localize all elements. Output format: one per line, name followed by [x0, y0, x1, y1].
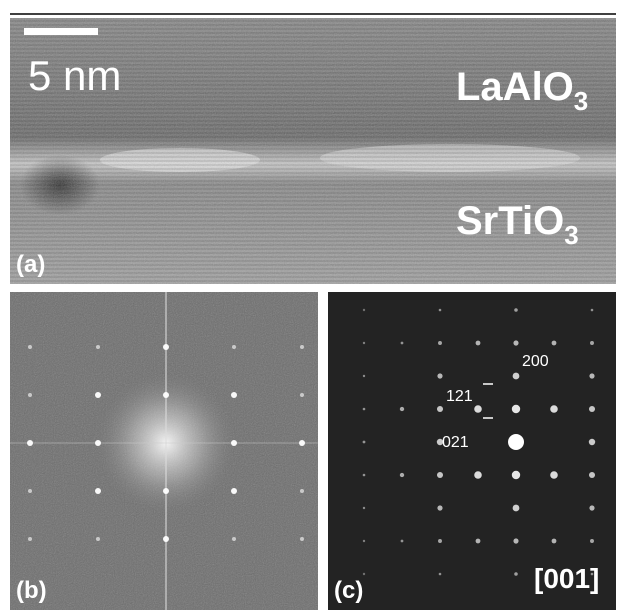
- fft-spot: [231, 440, 237, 446]
- subscript: 3: [564, 220, 578, 250]
- panel-b: (b): [10, 292, 318, 610]
- diffraction-spot: [363, 441, 366, 444]
- panel-a: 5 nm LaAlO3 SrTiO3 (a): [10, 18, 616, 284]
- spot-label: 200: [522, 353, 549, 370]
- fft-spot: [96, 345, 100, 349]
- fft-spot: [95, 440, 101, 446]
- diffraction-spot: [363, 540, 365, 542]
- diffraction-spot: [512, 405, 520, 413]
- diffraction-spot: [591, 309, 594, 312]
- spot-label: 021: [442, 434, 469, 451]
- diffraction-spot: [550, 405, 558, 413]
- diffraction-spot: [476, 341, 481, 346]
- zone-axis: [001]: [534, 563, 599, 594]
- diffraction-spot: [474, 405, 482, 413]
- diffraction-spot: [439, 573, 442, 576]
- diffraction-spot: [589, 406, 595, 412]
- diffraction-spot: [438, 539, 442, 543]
- diffraction-spot: [552, 341, 557, 346]
- fft-spot: [300, 537, 304, 541]
- diffraction-spot: [513, 505, 520, 512]
- fft-spot: [27, 440, 33, 446]
- diffraction-spot: [400, 473, 404, 477]
- diffraction-spot: [363, 507, 365, 509]
- diffraction-spot: [363, 342, 365, 344]
- fft-spot: [231, 488, 237, 494]
- diffraction-spot: [437, 505, 442, 510]
- diffraction-spot: [550, 471, 558, 479]
- diffraction-spot: [474, 471, 482, 479]
- diffraction-spot: [437, 373, 442, 378]
- diffraction-spot: [437, 472, 443, 478]
- scale-label: 5 nm: [28, 52, 121, 99]
- diffraction-spot: [363, 375, 365, 377]
- diffraction-spot: [508, 434, 524, 450]
- fft-spot: [28, 537, 32, 541]
- diffraction-spot: [438, 341, 442, 345]
- diffraction-spot: [552, 539, 557, 544]
- diffraction-spot: [401, 540, 404, 543]
- diffraction-spot: [589, 505, 594, 510]
- panel-label: (c): [334, 577, 363, 604]
- fft-spot: [95, 392, 101, 398]
- diffraction-spot: [363, 309, 365, 311]
- diffraction-spot: [363, 474, 366, 477]
- diffraction-spot: [437, 406, 443, 412]
- layer-label: SrTiO3: [456, 199, 579, 250]
- formula: LaAlO: [456, 65, 574, 109]
- fft-spot: [300, 393, 304, 397]
- diffraction-spot: [401, 342, 404, 345]
- fft-spot: [232, 345, 236, 349]
- diffraction-spot: [363, 573, 365, 575]
- scale-bar: [24, 28, 98, 35]
- fft-spot: [28, 489, 32, 493]
- fft-spot: [300, 489, 304, 493]
- fft-spot: [95, 488, 101, 494]
- panel-label: (a): [16, 251, 45, 278]
- diffraction-spot: [439, 309, 442, 312]
- diffraction-spot: [513, 373, 520, 380]
- diffraction-spot: [513, 538, 518, 543]
- diffraction-spot: [590, 539, 594, 543]
- diffraction-spot: [512, 471, 520, 479]
- diffraction-spot: [589, 439, 595, 445]
- diffraction-spot: [400, 407, 404, 411]
- diffraction-spot: [589, 472, 595, 478]
- diffraction-spot: [513, 340, 518, 345]
- diffraction-spot: [514, 572, 518, 576]
- spot-label: 121: [446, 388, 473, 405]
- fft-spot: [163, 488, 169, 494]
- subscript: 3: [574, 86, 588, 116]
- diffraction-spot: [514, 308, 518, 312]
- fft-spot: [28, 345, 32, 349]
- diffraction-spot: [476, 539, 481, 544]
- diffraction-spot: [363, 408, 366, 411]
- fft-spot: [28, 393, 32, 397]
- fft-spot: [96, 537, 100, 541]
- fft-spot: [231, 392, 237, 398]
- panel-label: (b): [16, 577, 47, 604]
- fft-spot: [299, 440, 305, 446]
- panel-c: 200 121 021 [001] (c): [328, 292, 616, 610]
- figure: 5 nm LaAlO3 SrTiO3 (a) (b) 200 121 021 […: [0, 0, 626, 610]
- fft-spot: [163, 344, 169, 350]
- formula: SrTiO: [456, 199, 564, 243]
- diffraction-spot: [590, 341, 594, 345]
- fft-spot: [163, 392, 169, 398]
- fft-spot: [300, 345, 304, 349]
- layer-label: LaAlO3: [456, 65, 588, 116]
- fft-spot: [163, 536, 169, 542]
- diffraction-spot: [589, 373, 594, 378]
- fft-spot: [232, 537, 236, 541]
